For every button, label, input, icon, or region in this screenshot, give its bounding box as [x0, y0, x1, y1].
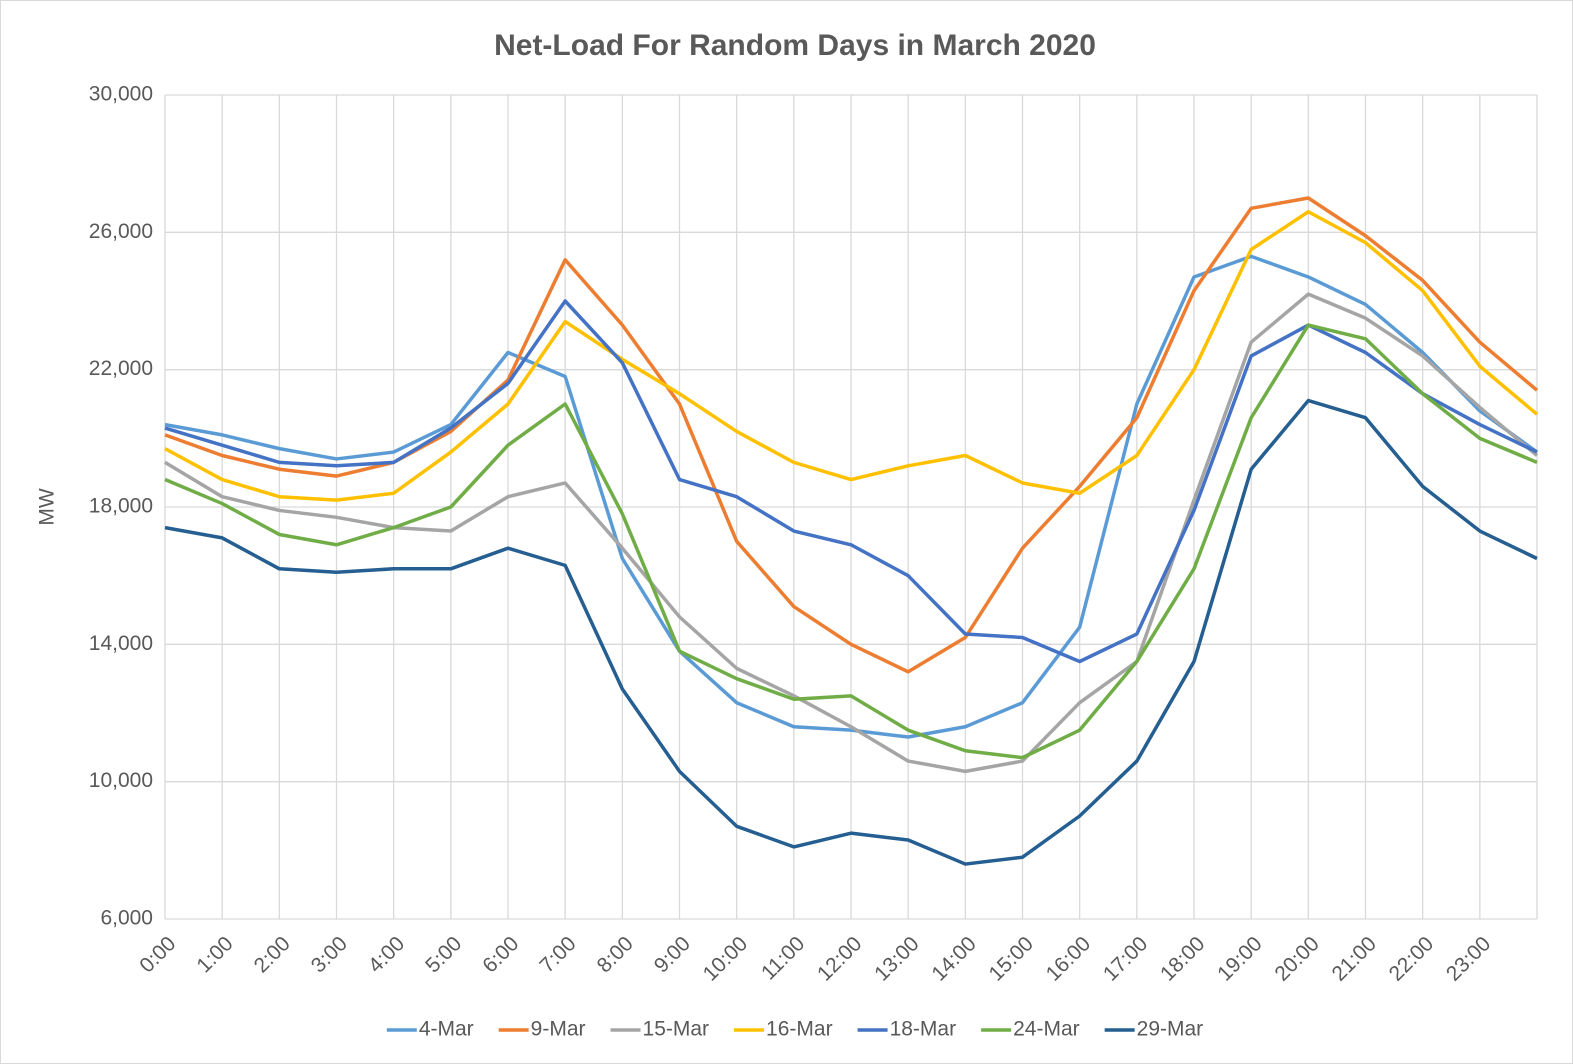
legend-label: 4-Mar [419, 1018, 474, 1041]
y-tick-label: 22,000 [89, 357, 153, 380]
series-line [164, 398, 1538, 866]
chart-title: Net-Load For Random Days in March 2020 [494, 29, 1096, 62]
legend-label: 18-Mar [890, 1018, 957, 1041]
legend-label: 15-Mar [643, 1018, 710, 1041]
legend-label: 24-Mar [1013, 1018, 1080, 1041]
legend-label: 9-Mar [531, 1018, 586, 1041]
y-tick-label: 26,000 [89, 220, 153, 243]
legend-label: 16-Mar [766, 1018, 833, 1041]
series-line [164, 254, 1539, 739]
y-tick-label: 14,000 [89, 632, 153, 655]
y-tick-label: 30,000 [89, 83, 153, 106]
legend-label: 29-Mar [1137, 1018, 1204, 1041]
y-tick-label: 6,000 [100, 907, 153, 930]
series-line [164, 209, 1539, 502]
y-tick-label: 18,000 [89, 495, 153, 518]
y-axis-label: MW [36, 488, 59, 525]
series-line [164, 323, 1538, 760]
y-tick-label: 10,000 [89, 769, 153, 792]
